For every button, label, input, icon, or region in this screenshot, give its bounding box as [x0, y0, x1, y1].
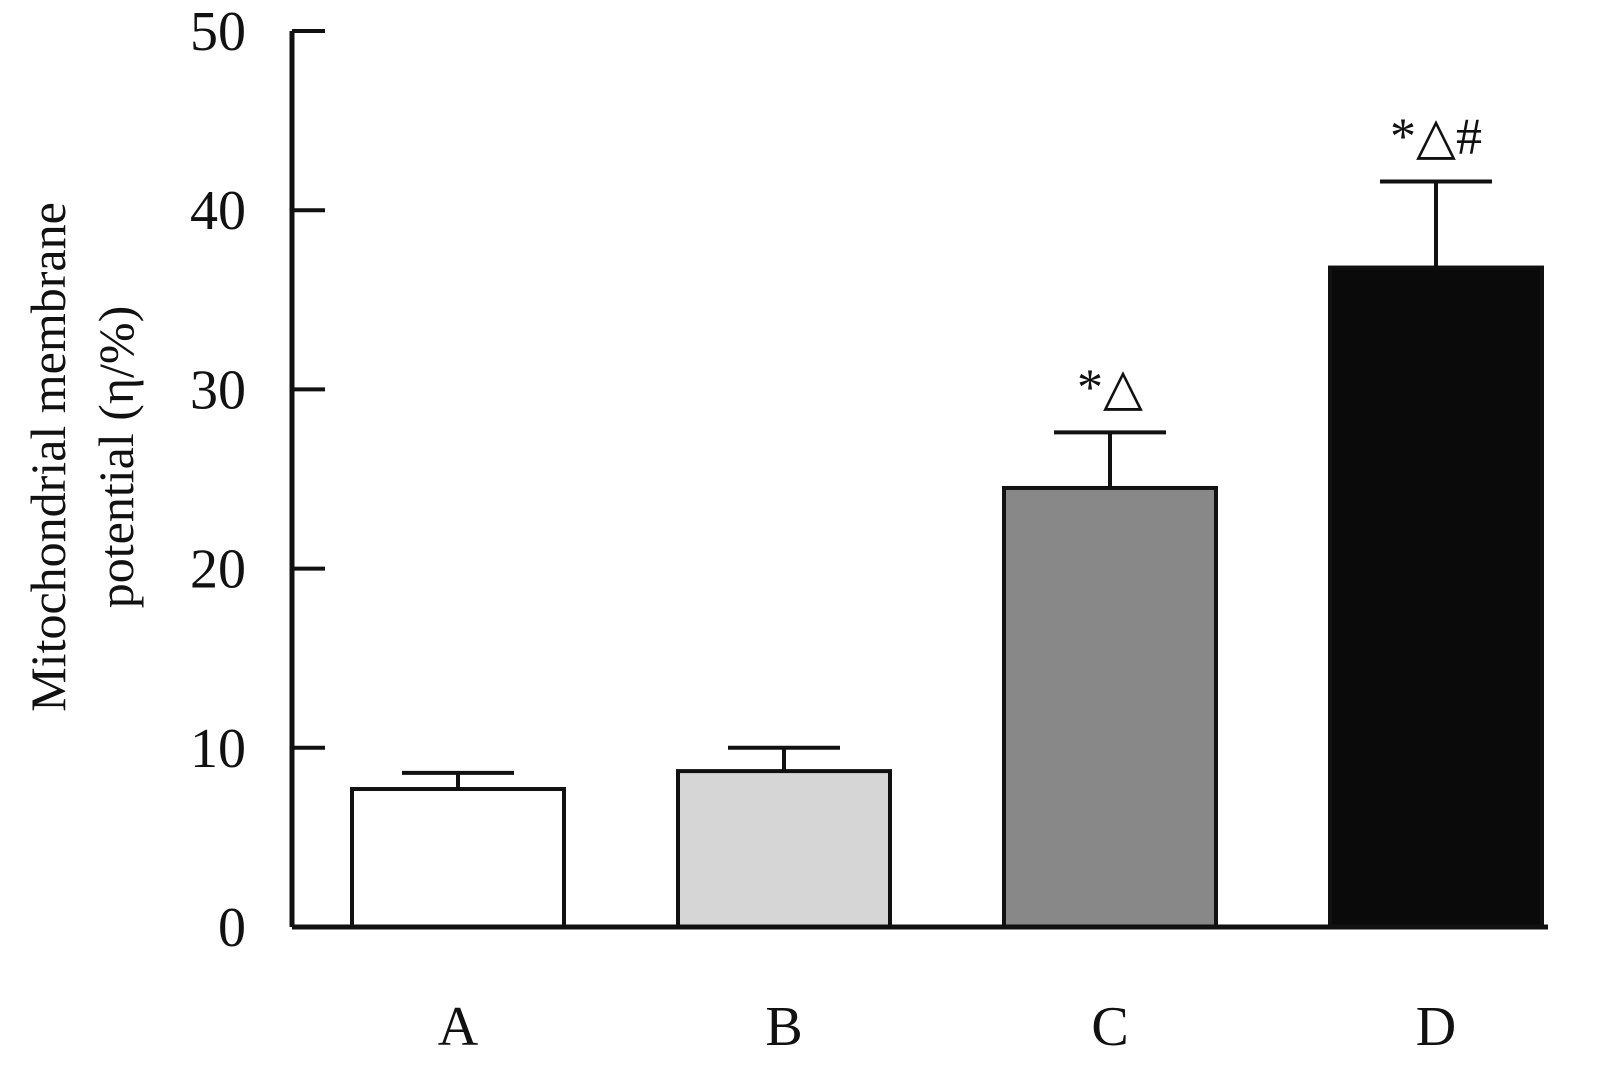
- y-tick-label-10: 10: [190, 718, 246, 780]
- x-tick-label-d: D: [1416, 996, 1456, 1058]
- y-axis-label-line-1: Mitochondrial membrane: [20, 202, 76, 712]
- bar-a: [350, 787, 566, 929]
- y-axis-label-line-2: potential (η/%): [88, 306, 144, 608]
- y-tick-label-20: 20: [190, 539, 246, 601]
- x-tick-label-b: B: [765, 996, 802, 1058]
- y-tick-label-50: 50: [190, 1, 246, 63]
- x-tick-label-a: A: [438, 996, 479, 1058]
- significance-label-d: *△#: [1390, 109, 1482, 166]
- bar-d: [1328, 265, 1544, 929]
- y-tick-label-0: 0: [218, 897, 246, 959]
- y-tick-label-30: 30: [190, 359, 246, 421]
- y-axis-label: Mitochondrial membrane potential (η/%): [20, 202, 144, 712]
- plot-area: A B *△ C *△# D 0 10 20 30 40 50: [190, 1, 1548, 1058]
- significance-label-c: *△: [1077, 359, 1143, 416]
- y-tick-label-40: 40: [190, 180, 246, 242]
- bar-b: [676, 769, 892, 930]
- bar-c: [1002, 485, 1218, 929]
- x-tick-label-c: C: [1091, 996, 1128, 1058]
